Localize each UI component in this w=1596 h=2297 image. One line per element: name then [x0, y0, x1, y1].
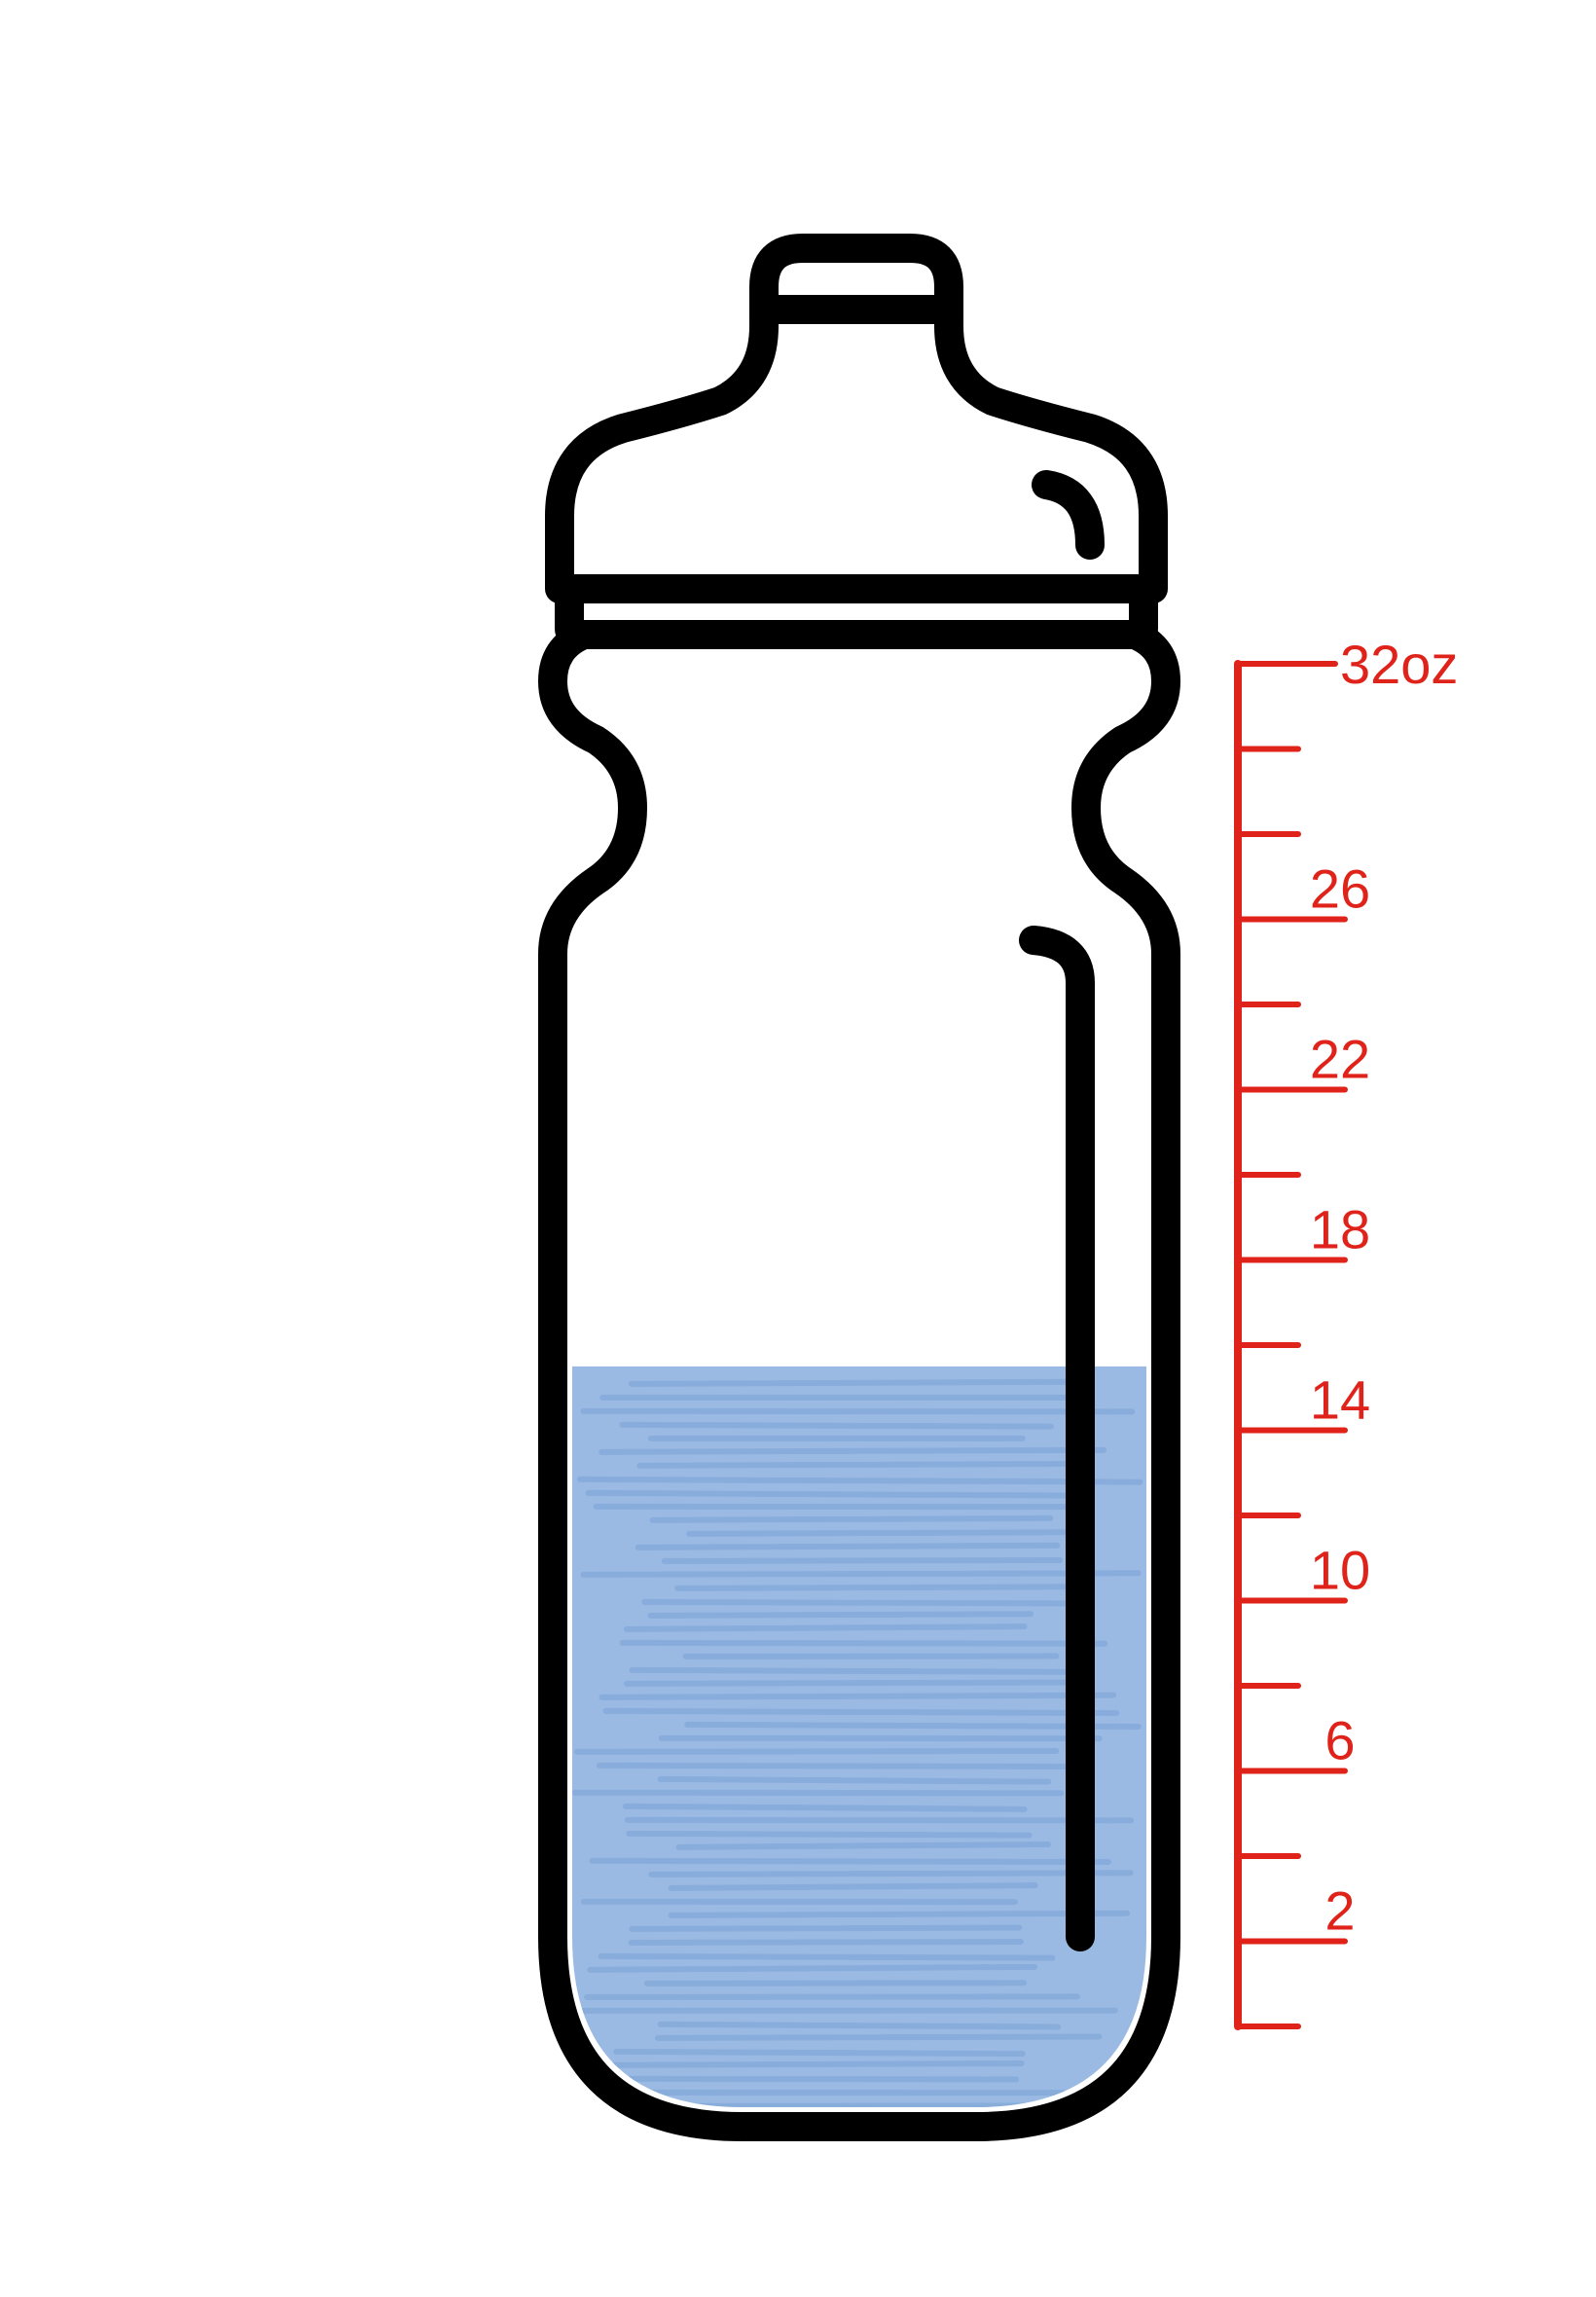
scale-label: 6 [1324, 1710, 1355, 1771]
scale-ticks [1235, 661, 1348, 2029]
water-stroke [602, 1707, 1120, 1717]
scale-label: 32oz [1340, 634, 1458, 695]
water-stroke [657, 2021, 1062, 2030]
water-stroke [655, 2033, 1103, 2041]
water-stroke [624, 1623, 1028, 1632]
water-stroke [580, 1407, 1136, 1415]
water-stroke [629, 1666, 1075, 1675]
bottle-cap-accent [1032, 470, 1105, 560]
water-stroke [622, 1803, 1028, 1812]
scale-label: 22 [1310, 1029, 1370, 1090]
water-stroke [619, 1421, 1054, 1430]
water-stroke [577, 1476, 1143, 1485]
water-stroke [628, 1939, 1024, 1946]
water-stroke [619, 1639, 1108, 1647]
water-stroke [668, 1882, 1038, 1891]
bottle-highlight-stripe [1019, 926, 1095, 1951]
water-stroke [624, 1679, 1075, 1687]
water-stroke [596, 1762, 1070, 1769]
water-stroke [629, 1924, 1023, 1932]
water-stroke [606, 2075, 1020, 2083]
water-stroke [613, 2048, 1026, 2058]
water-stroke [584, 1993, 1080, 2000]
water-stroke [668, 1910, 1131, 1918]
bottle-cap-body [545, 311, 1168, 603]
water-stroke [572, 1789, 1065, 1797]
scale-labels: 32oz 26 22 18 14 10 6 2 [1310, 634, 1459, 1942]
water-stroke [589, 1857, 1111, 1866]
water-stroke [661, 1556, 1064, 1564]
bottle-cap-top [749, 234, 963, 341]
water-stroke [598, 1446, 1107, 1455]
water-stroke [598, 1952, 1056, 1961]
water-stroke [628, 1378, 1092, 1387]
scale-label: 18 [1310, 1199, 1370, 1260]
water-stroke [626, 1830, 1033, 1839]
water-stroke [573, 1748, 1060, 1755]
water-stroke [674, 1584, 1079, 1591]
water-stroke [647, 1611, 1034, 1619]
water-stroke [585, 1489, 1076, 1499]
water-stroke [648, 1870, 1134, 1878]
water-stroke [636, 1460, 1082, 1469]
scale-label: 26 [1310, 858, 1370, 920]
water-stroke [587, 1963, 1038, 1973]
water-stroke [598, 1692, 1117, 1700]
water-texture [572, 1378, 1143, 2107]
water-stroke [641, 1598, 1070, 1607]
water-stroke [643, 1980, 1028, 1987]
water-stroke [675, 1841, 1052, 1850]
water-stroke [684, 1721, 1142, 1731]
scale-label: 14 [1310, 1369, 1370, 1431]
bottle-body [538, 620, 1180, 2141]
scale-label: 10 [1310, 1540, 1370, 1601]
measurement-scale: 32oz 26 22 18 14 10 6 2 [1234, 634, 1459, 2030]
water-stroke [580, 2060, 1025, 2068]
water-stroke [657, 1775, 1052, 1785]
water-stroke [624, 1816, 1135, 1824]
water-fill [572, 1366, 1146, 2107]
scale-label: 2 [1324, 1880, 1355, 1942]
water-stroke [686, 1529, 1076, 1537]
water-stroke [635, 1542, 1061, 1550]
water-stroke [649, 1514, 1054, 1523]
water-stroke [580, 1570, 1142, 1578]
bottle-outline [538, 234, 1180, 2141]
